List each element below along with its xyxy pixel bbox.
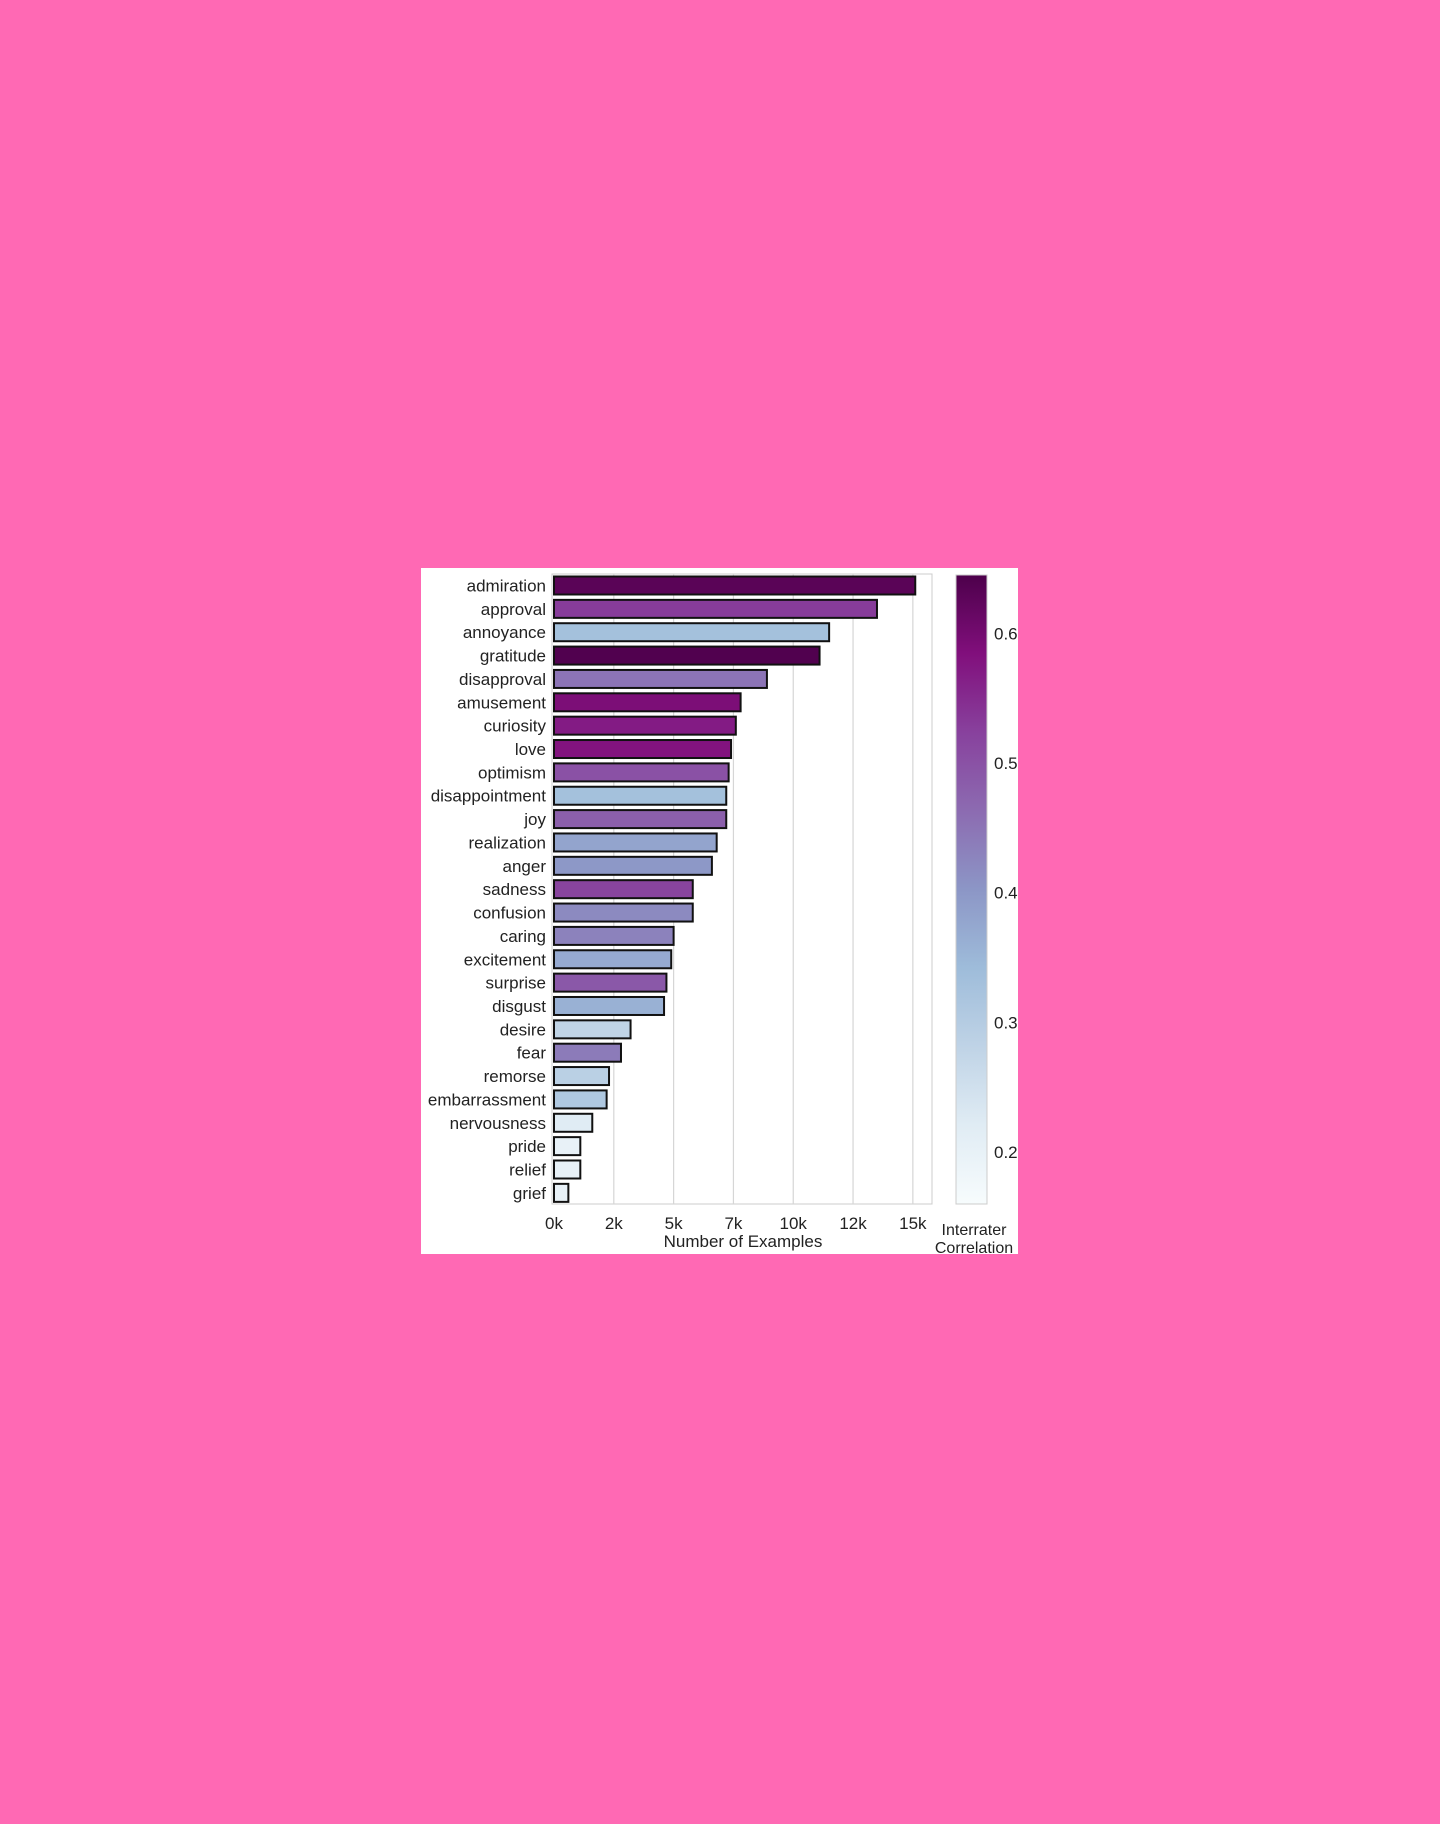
bar-optimism — [553, 762, 730, 783]
category-label-excitement: excitement — [464, 950, 546, 969]
bar-chart: admiration approval annoyance gratitude disa… — [428, 573, 1018, 1254]
bar-relief — [553, 1159, 582, 1180]
category-label-admiration: admiration — [467, 577, 546, 596]
bar-joy — [553, 809, 728, 830]
colorbar: 0.2 0.3 0.4 0.5 0.6 Interrater Correlation — [935, 574, 1018, 1254]
bar-disgust — [553, 995, 666, 1016]
category-label-annoyance: annoyance — [463, 623, 546, 642]
category-label-confusion: confusion — [473, 904, 546, 923]
x-tick-label: 2k — [605, 1214, 623, 1233]
colorbar-gradient — [955, 574, 988, 1205]
colorbar-tick-label: 0.5 — [994, 754, 1018, 773]
category-label-disappointment: disappointment — [431, 787, 547, 806]
colorbar-tick-label: 0.3 — [994, 1013, 1018, 1032]
category-label-love: love — [515, 740, 546, 759]
x-tick-label: 0k — [545, 1214, 563, 1233]
chart-card: admiration approval annoyance gratitude disa… — [421, 568, 1018, 1254]
bar-gratitude — [553, 645, 821, 666]
category-label-optimism: optimism — [478, 763, 546, 782]
x-axis-title: Number of Examples — [664, 1232, 823, 1251]
category-label-caring: caring — [500, 927, 546, 946]
bar-grief — [553, 1182, 570, 1203]
category-label-anger: anger — [503, 857, 547, 876]
category-label-nervousness: nervousness — [450, 1114, 546, 1133]
category-label-sadness: sadness — [483, 880, 546, 899]
category-label-curiosity: curiosity — [484, 717, 547, 736]
category-label-disgust: disgust — [492, 997, 546, 1016]
bar-sadness — [553, 879, 694, 900]
bar-confusion — [553, 902, 694, 923]
bar-embarrassment — [553, 1089, 608, 1110]
x-tick-label: 15k — [899, 1214, 927, 1233]
bar-nervousness — [553, 1112, 594, 1133]
bar-amusement — [553, 692, 742, 713]
category-label-relief: relief — [509, 1161, 546, 1180]
bar-realization — [553, 832, 718, 853]
x-tick-labels: 0k 2k 5k 7k 10k 12k 15k — [545, 1214, 927, 1233]
bar-anger — [553, 855, 713, 876]
x-tick-label: 7k — [724, 1214, 742, 1233]
bar-annoyance — [553, 622, 831, 643]
x-tick-label: 5k — [665, 1214, 683, 1233]
bar-curiosity — [553, 715, 737, 736]
colorbar-tick-label: 0.2 — [994, 1143, 1018, 1162]
category-label-gratitude: gratitude — [480, 647, 546, 666]
colorbar-ticks: 0.2 0.3 0.4 0.5 0.6 — [994, 624, 1018, 1162]
bar-desire — [553, 1019, 632, 1040]
category-label-grief: grief — [513, 1184, 546, 1203]
category-labels: admiration approval annoyance gratitude disa… — [428, 577, 547, 1203]
category-label-realization: realization — [469, 833, 547, 852]
bar-remorse — [553, 1066, 611, 1087]
colorbar-tick-label: 0.6 — [994, 624, 1018, 643]
category-label-desire: desire — [500, 1020, 546, 1039]
bar-disapproval — [553, 668, 768, 689]
bar-caring — [553, 925, 675, 946]
bar-pride — [553, 1136, 582, 1157]
colorbar-title-line1: Interrater — [942, 1222, 1008, 1239]
bars — [553, 575, 917, 1203]
bar-disappointment — [553, 785, 728, 806]
bar-approval — [553, 598, 878, 619]
bar-surprise — [553, 972, 668, 993]
bar-admiration — [553, 575, 917, 596]
category-label-amusement: amusement — [457, 693, 546, 712]
colorbar-tick-label: 0.4 — [994, 884, 1018, 903]
category-label-surprise: surprise — [486, 974, 546, 993]
bar-fear — [553, 1042, 622, 1063]
colorbar-title-line2: Correlation — [935, 1240, 1013, 1254]
category-label-joy: joy — [523, 810, 546, 829]
x-tick-label: 12k — [839, 1214, 867, 1233]
bar-love — [553, 739, 733, 760]
category-label-remorse: remorse — [484, 1067, 546, 1086]
category-label-approval: approval — [481, 600, 546, 619]
bar-excitement — [553, 949, 673, 970]
category-label-fear: fear — [517, 1044, 547, 1063]
category-label-pride: pride — [508, 1137, 546, 1156]
x-tick-label: 10k — [780, 1214, 808, 1233]
category-label-embarrassment: embarrassment — [428, 1090, 546, 1109]
category-label-disapproval: disapproval — [459, 670, 546, 689]
